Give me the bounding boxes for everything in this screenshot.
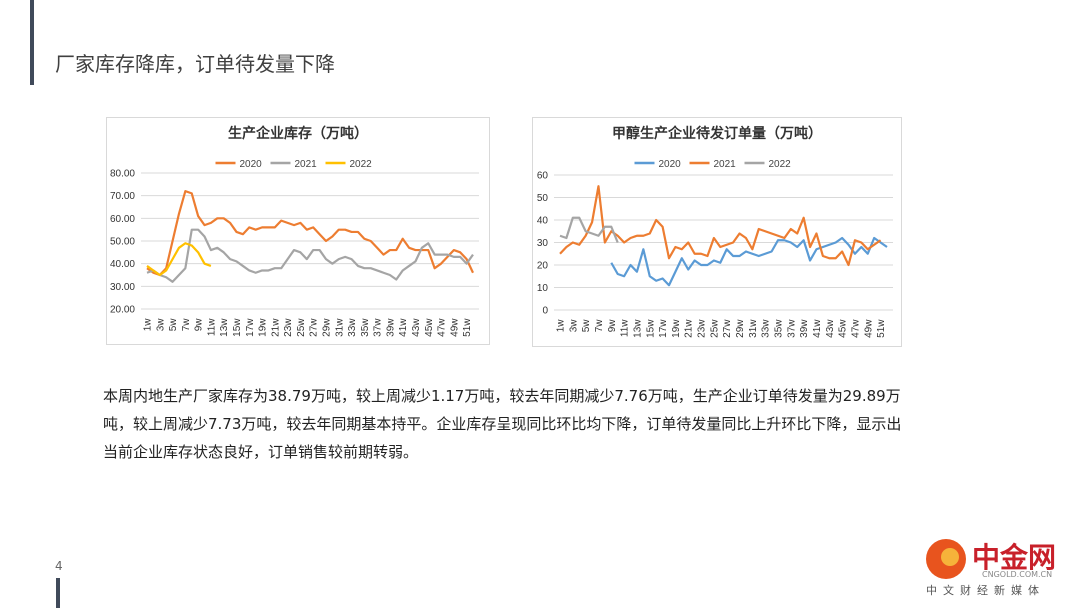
x-tick-label: 7w <box>594 319 605 333</box>
x-tick-label: 5w <box>168 318 179 332</box>
x-tick-label: 3w <box>155 318 166 332</box>
x-tick-label: 13w <box>632 319 643 338</box>
y-tick-label: 20 <box>537 261 549 272</box>
accent-bar <box>30 0 34 85</box>
x-tick-label: 25w <box>296 318 307 337</box>
chart: 生产企业库存（万吨） 2020 2021 2022 20.00 30.00 40.00 50.… <box>106 117 490 345</box>
x-tick-label: 11w <box>206 318 217 336</box>
y-tick-label: 40.00 <box>110 259 135 270</box>
x-tick-label: 5w <box>581 319 592 333</box>
y-tick-label: 0 <box>542 306 548 317</box>
x-tick-label: 39w <box>799 319 810 338</box>
x-tick-label: 37w <box>373 318 384 337</box>
legend-label: 2021 <box>295 159 318 170</box>
slide-title: 厂家库存降库，订单待发量下降 <box>55 52 335 76</box>
legend-label: 2022 <box>769 159 792 170</box>
x-tick-label: 27w <box>722 319 733 338</box>
legend-label: 2022 <box>350 159 373 170</box>
x-tick-label: 15w <box>232 318 243 337</box>
series-line <box>146 228 474 283</box>
chart-title: 甲醇生产企业待发订单量（万吨） <box>612 125 822 141</box>
chart-title: 生产企业库存（万吨） <box>228 125 368 141</box>
y-tick-label: 60.00 <box>110 214 135 225</box>
series-line <box>559 216 619 243</box>
x-tick-label: 41w <box>812 319 823 338</box>
page-number: 4 <box>55 559 63 573</box>
x-tick-label: 41w <box>398 318 409 337</box>
legend-label: 2021 <box>714 159 737 170</box>
y-tick-label: 40 <box>537 216 549 227</box>
x-tick-label: 1w <box>556 319 567 333</box>
x-tick-label: 35w <box>774 319 785 338</box>
x-tick-label: 51w <box>462 318 473 337</box>
x-tick-label: 7w <box>181 318 192 332</box>
x-tick-label: 21w <box>684 319 695 338</box>
y-tick-label: 50 <box>537 193 549 204</box>
x-tick-label: 33w <box>347 318 358 337</box>
x-tick-label: 37w <box>786 319 797 338</box>
x-tick-label: 31w <box>748 319 759 338</box>
logo-site: CNGOLD.COM.CN <box>982 570 1052 579</box>
x-tick-label: 21w <box>270 318 281 337</box>
x-tick-label: 47w <box>437 318 448 337</box>
x-tick-label: 45w <box>838 319 849 338</box>
series-line <box>146 190 474 277</box>
x-tick-label: 3w <box>568 319 579 333</box>
x-tick-label: 11w <box>620 319 631 337</box>
x-tick-label: 15w <box>645 319 656 338</box>
y-tick-label: 50.00 <box>110 237 135 248</box>
x-tick-label: 23w <box>697 319 708 338</box>
legend-label: 2020 <box>240 159 263 170</box>
x-tick-label: 33w <box>761 319 772 338</box>
series-line <box>559 185 882 267</box>
x-tick-label: 49w <box>449 318 460 337</box>
x-tick-label: 39w <box>385 318 396 337</box>
chart: 甲醇生产企业待发订单量（万吨） 2020 2021 2022 0 10 20 30 40 50 60… <box>532 117 902 347</box>
x-tick-label: 25w <box>709 319 720 338</box>
x-tick-label: 43w <box>411 318 422 337</box>
x-tick-label: 1w <box>143 318 154 332</box>
x-tick-label: 17w <box>245 318 256 337</box>
y-tick-label: 80.00 <box>110 169 135 180</box>
x-tick-label: 19w <box>258 318 269 337</box>
logo-icon <box>941 548 959 566</box>
x-tick-label: 47w <box>850 319 861 338</box>
x-tick-label: 29w <box>735 319 746 338</box>
x-tick-label: 51w <box>876 319 887 338</box>
x-tick-label: 35w <box>360 318 371 337</box>
x-tick-label: 9w <box>194 318 205 332</box>
x-tick-label: 45w <box>424 318 435 337</box>
x-tick-label: 49w <box>863 319 874 338</box>
paragraph: 本周内地生产厂家库存为38.79万吨，较上周减少1.17万吨，较去年同期减少7.… <box>103 387 902 461</box>
logo: 中金网 CNGOLD.COM.CN 中文财经新媒体 <box>926 539 1056 597</box>
y-tick-label: 60 <box>537 171 549 182</box>
x-tick-label: 19w <box>671 319 682 338</box>
logo-slogan: 中文财经新媒体 <box>926 583 1045 597</box>
x-tick-label: 43w <box>825 319 836 338</box>
y-tick-label: 10 <box>537 283 549 294</box>
legend-label: 2020 <box>659 159 682 170</box>
y-tick-label: 70.00 <box>110 191 135 202</box>
accent-bar <box>56 578 60 608</box>
x-tick-label: 29w <box>321 318 332 337</box>
series-line <box>610 236 888 287</box>
x-tick-label: 13w <box>219 318 230 337</box>
y-tick-label: 30 <box>537 238 549 249</box>
logo-name: 中金网 <box>972 541 1056 574</box>
y-tick-label: 30.00 <box>110 282 135 293</box>
x-tick-label: 31w <box>334 318 345 337</box>
series-line <box>146 242 212 277</box>
x-tick-label: 17w <box>658 319 669 338</box>
x-tick-label: 9w <box>607 319 618 333</box>
x-tick-label: 27w <box>309 318 320 337</box>
x-tick-label: 23w <box>283 318 294 337</box>
y-tick-label: 20.00 <box>110 305 135 316</box>
